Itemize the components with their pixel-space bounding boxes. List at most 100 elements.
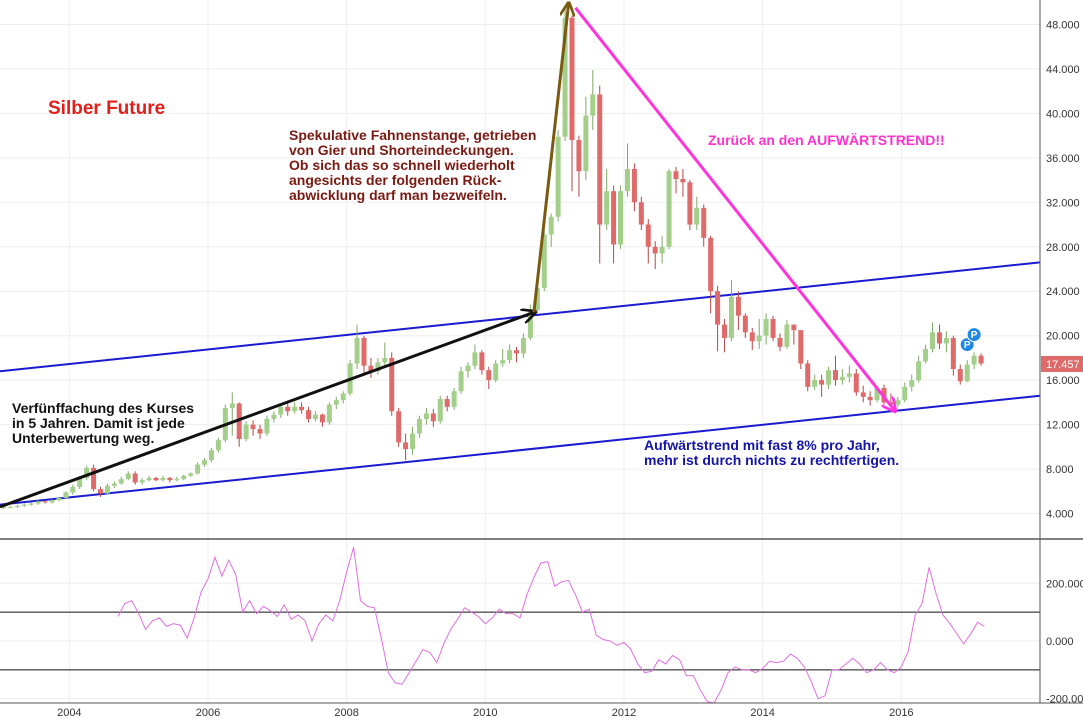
candle [410, 426, 416, 455]
candle-body [423, 413, 429, 420]
price-tick-label: 16.000 [1046, 375, 1080, 387]
candle [846, 365, 852, 383]
annotation-back-to-trend: Zurück an den AUFWÄRTSTREND!! [708, 132, 945, 148]
candle [957, 364, 963, 385]
candle-body [104, 485, 110, 494]
candle [624, 143, 630, 197]
candle-body [125, 473, 131, 480]
candle [687, 180, 693, 231]
candle-body [389, 357, 395, 412]
candle [514, 346, 520, 363]
candle [708, 235, 714, 314]
price-tick-label: 4.000 [1046, 509, 1074, 521]
candle-body [957, 369, 963, 382]
candle-body [299, 406, 305, 411]
candle-body [680, 178, 686, 183]
candle-body [333, 400, 339, 405]
candle-body [569, 17, 575, 141]
candle-body [604, 191, 610, 225]
candle [590, 70, 596, 131]
candle-body [500, 360, 506, 364]
candle-body [208, 450, 214, 461]
candle-body [98, 489, 104, 494]
candle [292, 402, 298, 414]
time-tick-label: 2010 [473, 707, 497, 718]
candle-body [909, 380, 915, 387]
candle-body [0, 506, 6, 508]
candle [520, 333, 526, 358]
candle [631, 163, 637, 212]
candle [7, 505, 13, 508]
candle-body [42, 501, 48, 503]
candle [923, 344, 929, 364]
indicator-tick-label: 0.000 [1046, 636, 1074, 648]
arrow-return [574, 6, 894, 410]
candle [243, 421, 249, 442]
candle [437, 395, 443, 424]
candle [964, 360, 970, 383]
last-price-flag: 17.457 [1041, 355, 1083, 372]
candle-body [458, 371, 464, 392]
candle-body [160, 477, 166, 481]
candle-body [181, 475, 187, 480]
candle [215, 437, 221, 453]
candle-body [895, 400, 901, 405]
candle [236, 402, 242, 447]
candle-body [382, 357, 388, 363]
candle [486, 366, 492, 390]
candle-body [534, 287, 540, 311]
candle [188, 472, 194, 477]
candle [971, 352, 977, 370]
candle [264, 415, 270, 436]
candle-body [770, 319, 776, 338]
candle-body [728, 296, 734, 338]
candle-body [56, 497, 62, 501]
candle-body [673, 171, 679, 179]
candle-body [631, 168, 637, 203]
candle [98, 486, 104, 497]
candle [423, 407, 429, 425]
chart-title: Silber Future [48, 98, 166, 119]
candle [715, 285, 721, 352]
candle-body [326, 404, 332, 423]
candle-body [978, 355, 984, 364]
candle-body [784, 324, 790, 347]
candle [451, 387, 457, 411]
candle-body [701, 207, 707, 238]
candle [728, 280, 734, 342]
candle-body [28, 503, 34, 505]
candle [312, 411, 318, 422]
candle-body [652, 246, 658, 254]
candle [500, 349, 506, 367]
candle [805, 360, 811, 392]
candle [666, 168, 672, 249]
candle-body [777, 337, 783, 347]
candle [63, 491, 69, 500]
candle [195, 462, 201, 475]
candle-body [832, 370, 838, 381]
candle [812, 374, 818, 391]
candle-body [763, 319, 769, 336]
candle-body [465, 365, 471, 372]
candle [597, 85, 603, 264]
candle-body [860, 392, 866, 397]
time-tick-label: 2008 [334, 707, 358, 718]
candle-body [722, 324, 728, 338]
candle-body [285, 406, 291, 412]
candle-body [257, 429, 263, 434]
candle-body [541, 234, 547, 288]
candle-body [319, 414, 325, 423]
candle [694, 196, 700, 231]
candle [569, 15, 575, 192]
price-tick-label: 24.000 [1046, 286, 1080, 298]
candle [680, 168, 686, 197]
candle [285, 402, 291, 416]
indicator-tick-label: 200.000 [1046, 578, 1083, 590]
candle-body [229, 403, 235, 408]
candle-body [437, 399, 443, 422]
candle [340, 391, 346, 404]
candle [202, 457, 208, 467]
candle-body [153, 477, 159, 481]
candle [527, 304, 533, 341]
candle-body [354, 337, 360, 364]
